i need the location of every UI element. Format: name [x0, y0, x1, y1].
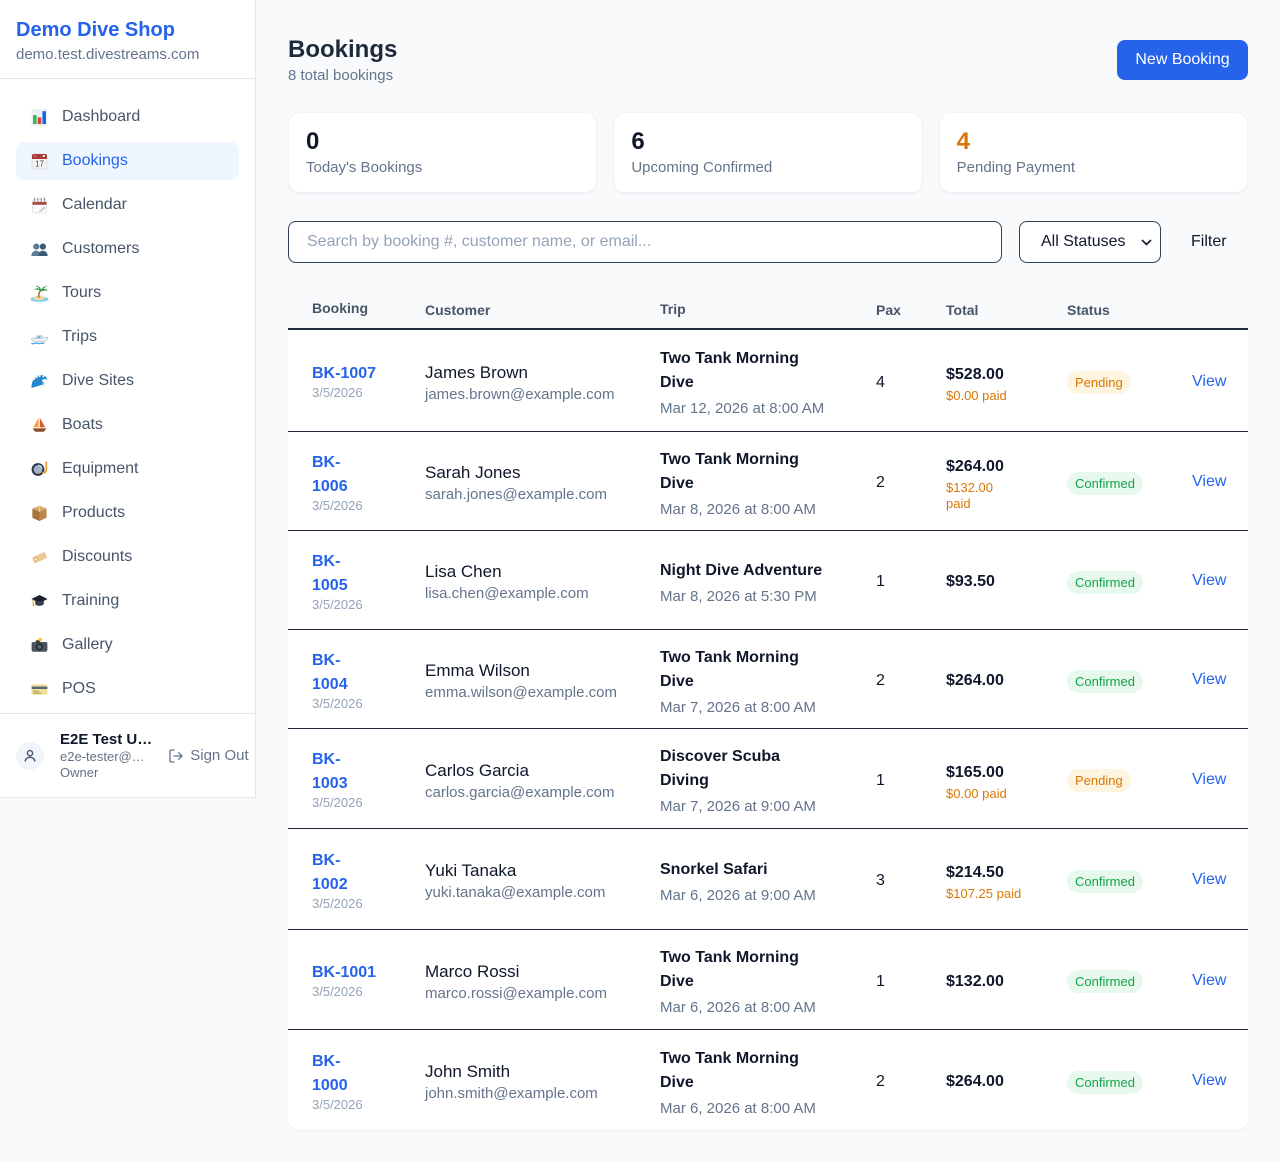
- svg-text:17: 17: [35, 159, 44, 168]
